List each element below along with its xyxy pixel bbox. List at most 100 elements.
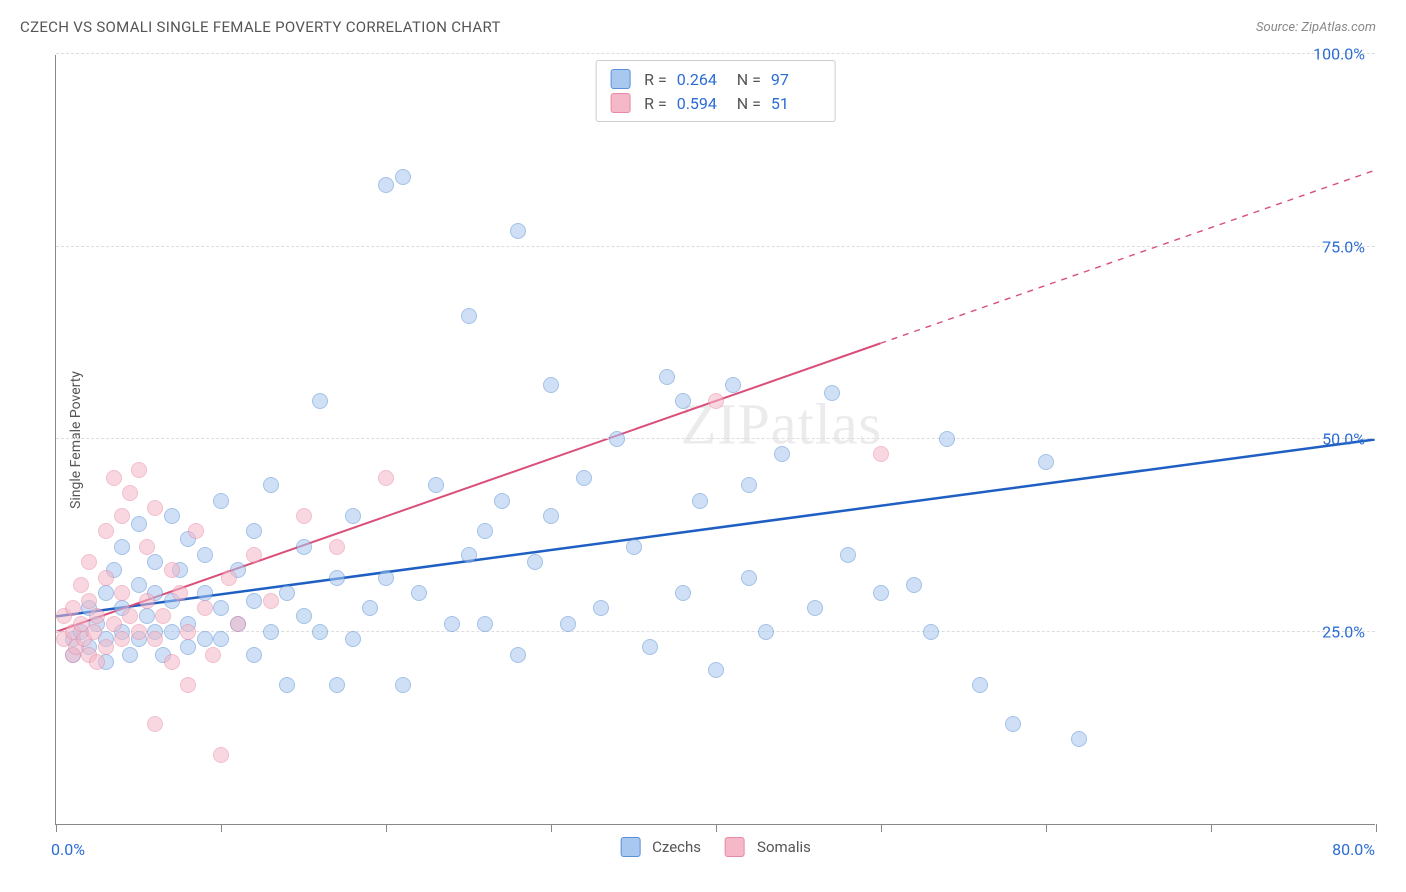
data-point [98,523,114,539]
xtick [1376,824,1377,832]
data-point [296,508,312,524]
data-point [395,677,411,693]
data-point [560,616,576,632]
data-point [147,631,163,647]
y-axis-label: Single Female Poverty [68,371,84,509]
xtick [1211,824,1212,832]
data-point [246,593,262,609]
data-point [147,554,163,570]
gridline [56,246,1375,247]
data-point [543,377,559,393]
legend-item-czechs: Czechs [620,837,701,857]
legend-stats: R = 0.264 N = 97 R = 0.594 N = 51 [595,60,836,122]
xtick [386,824,387,832]
data-point [296,539,312,555]
data-point [164,654,180,670]
data-point [477,616,493,632]
data-point [725,377,741,393]
data-point [131,516,147,532]
data-point [774,446,790,462]
data-point [205,647,221,663]
xtick [1046,824,1047,832]
data-point [263,593,279,609]
swatch-somalis [610,93,630,113]
data-point [230,616,246,632]
data-point [972,677,988,693]
data-point [873,446,889,462]
data-point [543,508,559,524]
data-point [510,647,526,663]
xtick [716,824,717,832]
xlim-min: 0.0% [51,840,85,859]
data-point [147,500,163,516]
data-point [106,470,122,486]
data-point [939,431,955,447]
data-point [180,639,196,655]
data-point [329,570,345,586]
regression-lines-svg [56,55,1375,824]
data-point [923,624,939,640]
data-point [411,585,427,601]
data-point [213,493,229,509]
data-point [873,585,889,601]
gridline [56,53,1375,54]
data-point [708,662,724,678]
data-point [213,747,229,763]
data-point [906,577,922,593]
data-point [122,647,138,663]
data-point [395,169,411,185]
data-point [197,631,213,647]
data-point [86,624,102,640]
data-point [114,539,130,555]
ytick-label: 50.0% [1322,430,1365,449]
legend-row-czechs: R = 0.264 N = 97 [610,67,821,91]
data-point [593,600,609,616]
data-point [221,570,237,586]
data-point [807,600,823,616]
data-point [329,677,345,693]
swatch-czechs-b [620,837,640,857]
data-point [279,677,295,693]
data-point [114,585,130,601]
gridline [56,631,1375,632]
data-point [329,539,345,555]
data-point [81,554,97,570]
ytick-label: 100.0% [1313,45,1365,64]
data-point [1038,454,1054,470]
plot-area: Single Female Poverty ZIPatlas R = 0.264… [55,55,1375,825]
legend-series: Czechs Somalis [620,837,811,857]
data-point [98,639,114,655]
data-point [296,608,312,624]
data-point [213,631,229,647]
source-label: Source: ZipAtlas.com [1256,20,1376,35]
ytick-label: 25.0% [1322,622,1365,641]
data-point [510,223,526,239]
data-point [197,547,213,563]
data-point [708,393,724,409]
data-point [81,593,97,609]
data-point [345,631,361,647]
data-point [139,608,155,624]
data-point [164,624,180,640]
data-point [89,608,105,624]
data-point [246,647,262,663]
data-point [197,600,213,616]
data-point [98,585,114,601]
data-point [378,177,394,193]
data-point [279,585,295,601]
data-point [155,608,171,624]
data-point [139,539,155,555]
xtick [221,824,222,832]
xtick [56,824,57,832]
xtick [881,824,882,832]
data-point [180,624,196,640]
data-point [659,369,675,385]
data-point [114,631,130,647]
data-point [147,716,163,732]
data-point [741,570,757,586]
data-point [675,393,691,409]
data-point [180,677,196,693]
data-point [73,577,89,593]
chart-title: CZECH VS SOMALI SINGLE FEMALE POVERTY CO… [20,18,501,36]
data-point [131,577,147,593]
